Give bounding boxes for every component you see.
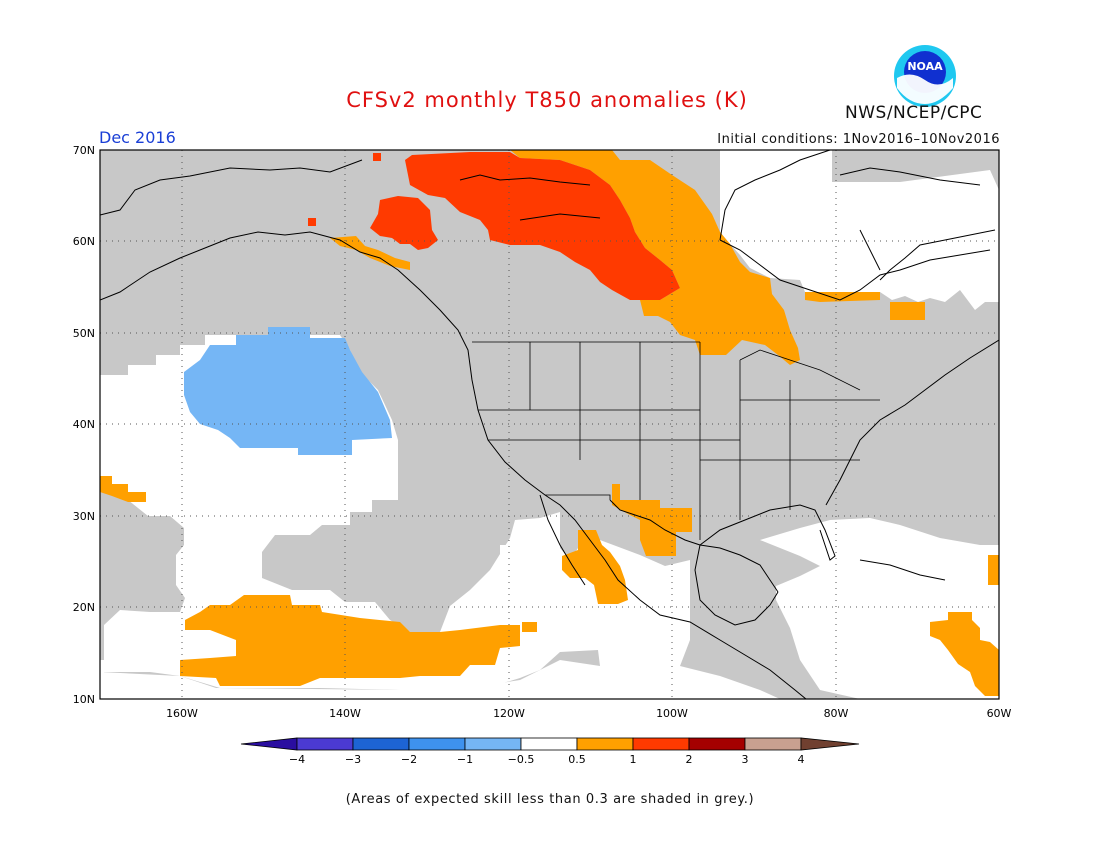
legend-arrow-low xyxy=(240,737,298,751)
lat-label: 70N xyxy=(73,144,95,157)
latitude-labels: 70N 60N 50N 40N 30N 20N 10N xyxy=(73,144,95,706)
initial-conditions: Initial conditions: 1Nov2016–10Nov2016 xyxy=(717,132,1000,147)
legend-label: 2 xyxy=(686,753,693,766)
chart-title: CFSv2 monthly T850 anomalies (K) xyxy=(346,88,748,112)
state-borders xyxy=(472,341,880,540)
longitude-labels: 160W 140W 120W 100W 80W 60W xyxy=(166,707,1011,720)
lon-label: 80W xyxy=(824,707,849,720)
legend-label: 0.5 xyxy=(568,753,586,766)
lon-label: 120W xyxy=(493,707,525,720)
warm-anomaly-regions xyxy=(100,150,999,696)
legend-label: −1 xyxy=(457,753,473,766)
legend-label: 1 xyxy=(630,753,637,766)
lat-label: 40N xyxy=(73,418,95,431)
legend-label: 4 xyxy=(798,753,805,766)
legend-swatch xyxy=(632,737,690,751)
logo-text: NOAA xyxy=(907,60,943,73)
legend-label: −3 xyxy=(345,753,361,766)
forecast-month: Dec 2016 xyxy=(99,128,176,147)
negative-anomaly-region xyxy=(184,327,392,455)
legend-swatch xyxy=(464,737,522,751)
map-frame xyxy=(99,149,1000,700)
strong-warm-anomaly-regions xyxy=(308,152,680,300)
legend-label: −4 xyxy=(289,753,305,766)
legend-label: −2 xyxy=(401,753,417,766)
legend-swatch xyxy=(296,737,354,751)
legend-swatch xyxy=(520,737,578,751)
lat-label: 50N xyxy=(73,327,95,340)
coastlines xyxy=(100,150,999,699)
legend-label: −0.5 xyxy=(508,753,535,766)
lat-label: 30N xyxy=(73,510,95,523)
legend-arrow-high xyxy=(800,737,860,751)
color-legend xyxy=(240,737,860,751)
noaa-logo: NOAA xyxy=(894,45,956,107)
legend-swatch xyxy=(352,737,410,751)
lat-label: 60N xyxy=(73,235,95,248)
lat-label: 10N xyxy=(73,693,95,706)
footnote: (Areas of expected skill less than 0.3 a… xyxy=(345,792,755,807)
legend-swatch xyxy=(688,737,746,751)
legend-swatch xyxy=(408,737,466,751)
lon-label: 100W xyxy=(656,707,688,720)
organization-label: NWS/NCEP/CPC xyxy=(845,103,983,123)
legend-swatch xyxy=(576,737,634,751)
legend-labels: −4 −3 −2 −1 −0.5 0.5 1 2 3 4 xyxy=(289,753,805,766)
legend-swatch xyxy=(744,737,802,751)
lat-label: 20N xyxy=(73,601,95,614)
map-area xyxy=(100,150,999,699)
legend-label: 3 xyxy=(742,753,749,766)
lon-label: 60W xyxy=(987,707,1012,720)
lon-label: 160W xyxy=(166,707,198,720)
lon-label: 140W xyxy=(329,707,361,720)
